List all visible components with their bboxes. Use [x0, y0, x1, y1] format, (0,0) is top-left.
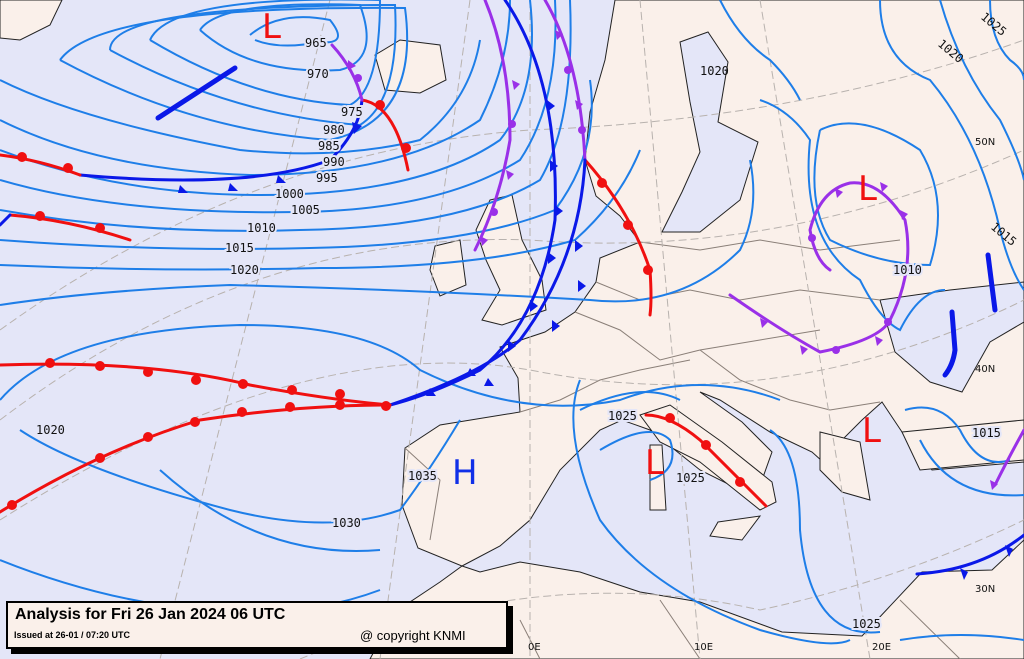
- isobar-label: 1030: [332, 516, 361, 530]
- isobar-label: 1015: [225, 241, 254, 255]
- lon-label: 0E: [528, 642, 541, 653]
- cold-front-africa: [915, 533, 1024, 576]
- low-center-ukraine: L: [858, 169, 877, 209]
- land-sicily: [709, 515, 762, 541]
- isobar-label: 1020: [36, 423, 65, 437]
- isobar-label: 980: [323, 123, 345, 137]
- low-center-aegean: L: [862, 411, 881, 451]
- lat-label: 40N: [975, 364, 995, 375]
- isobar-label: 995: [316, 171, 338, 185]
- occluded-front-north-sea: [473, 0, 512, 252]
- low-center-corsica: L: [645, 443, 664, 483]
- isobar-label: 1025: [608, 409, 637, 423]
- lon-label: 10E: [694, 642, 713, 653]
- sea-baltic: [661, 31, 759, 233]
- high-center-iberia: H: [452, 453, 478, 493]
- occluded-front-norway: [543, 0, 587, 162]
- isobar-label: 1035: [408, 469, 437, 483]
- isobar-label: 965: [305, 36, 327, 50]
- graticule-labels: 50N 40N 30N 0E 10E 20E: [528, 137, 995, 653]
- warm-front-atlantic-south: [0, 403, 392, 514]
- low-center-iceland: L: [262, 7, 281, 47]
- occluded-front-turkey: [993, 428, 1024, 487]
- occluded-front-iceland: [330, 43, 364, 102]
- isobar-label: 970: [307, 67, 329, 81]
- issued-time: Issued at 26-01 / 07:20 UTC: [14, 630, 131, 640]
- lon-label: 20E: [872, 642, 891, 653]
- isobar-label: 1000: [275, 187, 304, 201]
- land-turkey: [901, 419, 1024, 471]
- pressure-centers: L L L L H: [262, 7, 881, 493]
- cold-front-west-short: [0, 213, 12, 227]
- land-greenland: [0, 0, 63, 41]
- legend-box: Analysis for Fri 26 Jan 2024 06 UTC Issu…: [6, 601, 508, 649]
- cold-front-main: [388, 0, 557, 407]
- analysis-title: Analysis for Fri 26 Jan 2024 06 UTC: [15, 606, 286, 623]
- warm-front-west: [8, 213, 132, 242]
- isobar-label: 1025: [852, 617, 881, 631]
- occluded-front-ukraine: [728, 181, 910, 354]
- warm-front-italy: [644, 413, 768, 508]
- cold-front-secondary: [388, 158, 587, 407]
- isobar-label: 975: [341, 105, 363, 119]
- isobar-label: 1005: [291, 203, 320, 217]
- warm-front-iceland-east: [360, 98, 410, 172]
- warm-front-atlantic-north: [0, 362, 392, 407]
- cold-front-black-sea-2: [942, 309, 958, 378]
- isobar-label: 985: [318, 139, 340, 153]
- isobar-label: 1015: [972, 426, 1001, 440]
- cold-front-upper-trough: [155, 65, 238, 121]
- cold-front-black-sea-1: [985, 252, 998, 313]
- isobar-label: 1025: [676, 471, 705, 485]
- warm-front-iceland: [0, 153, 82, 177]
- isobar-label: 1020: [230, 263, 259, 277]
- isobar-label: 1020: [700, 64, 729, 78]
- isobar-label: 1010: [893, 263, 922, 277]
- land-greece: [819, 431, 871, 501]
- isobar-label: 990: [323, 155, 345, 169]
- isobar-label: 1010: [247, 221, 276, 235]
- land-iceland: [374, 39, 447, 94]
- isobars: [0, 0, 1024, 645]
- lat-label: 50N: [975, 137, 995, 148]
- front-symbols: [7, 30, 1013, 580]
- land-great-britain: [475, 194, 547, 326]
- lat-label: 30N: [975, 584, 995, 595]
- copyright-notice: @ copyright KNMI: [360, 628, 466, 643]
